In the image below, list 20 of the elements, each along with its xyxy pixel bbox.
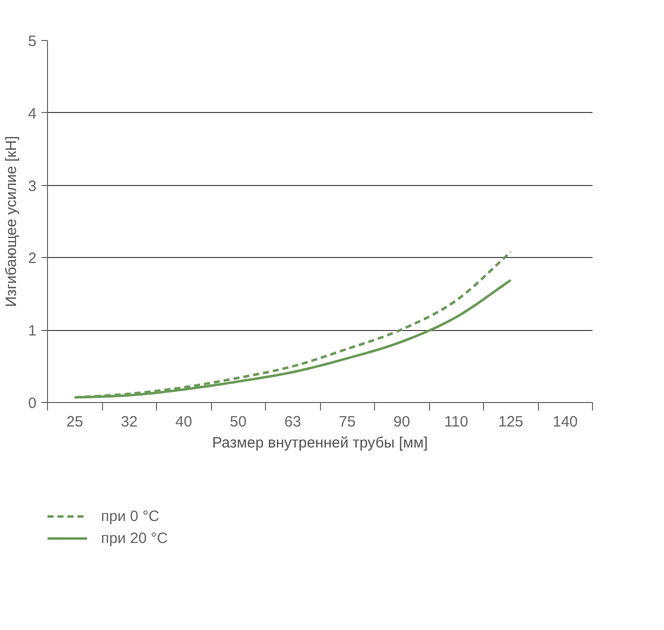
y-tick-label: 4 [28,105,36,122]
y-tick-label: 5 [28,33,36,50]
legend-label: при 20 °C [101,530,168,546]
y-axis-title: Изгибающее усилие [кН] [3,136,20,307]
x-tick-label: 25 [66,414,84,430]
x-tick-label: 32 [120,414,138,430]
y-tick-label: 0 [28,395,36,412]
y-tick-label: 3 [28,178,36,195]
x-tick-label: 140 [552,414,578,430]
x-tick-label: 50 [230,414,247,430]
x-axis-title: Размер внутренней трубы [мм] [212,434,428,452]
x-tick-label: 125 [498,414,524,430]
x-tick-label: 75 [338,414,356,430]
x-tick-label: 63 [284,414,302,430]
y-tick-label: 2 [28,250,36,268]
x-tick-label: 110 [444,414,468,430]
x-tick-label: 40 [175,414,192,430]
y-tick-label: 1 [28,322,36,340]
legend-label: при 0 °C [101,508,160,524]
x-tick-label: 90 [393,414,410,430]
